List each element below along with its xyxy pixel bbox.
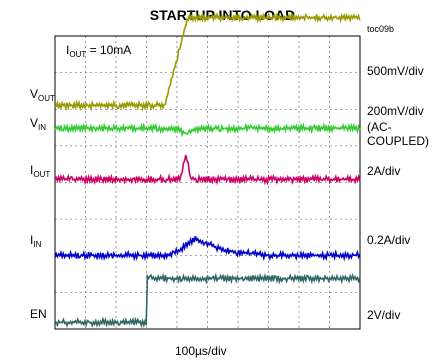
- grid: [55, 36, 360, 329]
- labels: IOUT = 10mA VOUT 500mV/div VIN 200mV/div (AC-…: [30, 43, 429, 322]
- plot-frame: [54, 35, 361, 330]
- scale-note-vin-1: (AC-: [367, 120, 392, 134]
- scale-label-vout: 500mV/div: [367, 64, 424, 78]
- scale-label-en: 2V/div: [367, 308, 400, 322]
- x-scale-label: 100µs/div: [175, 344, 227, 358]
- scale-label-vin: 200mV/div: [367, 104, 424, 118]
- trace-en: [54, 272, 361, 329]
- trace-iout: [54, 154, 361, 186]
- trace-vout: [54, 12, 361, 112]
- channel-label-vin: VIN: [30, 116, 46, 132]
- trace-vin: [54, 122, 361, 138]
- load-annotation: IOUT = 10mA: [66, 43, 131, 59]
- channel-label-vout: VOUT: [30, 87, 55, 103]
- scale-note-vin-2: COUPLED): [367, 134, 429, 148]
- scale-label-iout: 2A/div: [367, 164, 400, 178]
- channel-label-en: EN: [30, 307, 47, 321]
- traces: [54, 12, 361, 329]
- scale-label-iin: 0.2A/div: [367, 233, 410, 247]
- figure-id: toc09b: [367, 24, 395, 34]
- trace-iin: [54, 235, 361, 262]
- channel-label-iin: IIN: [30, 233, 42, 249]
- channel-label-iout: IOUT: [30, 163, 50, 179]
